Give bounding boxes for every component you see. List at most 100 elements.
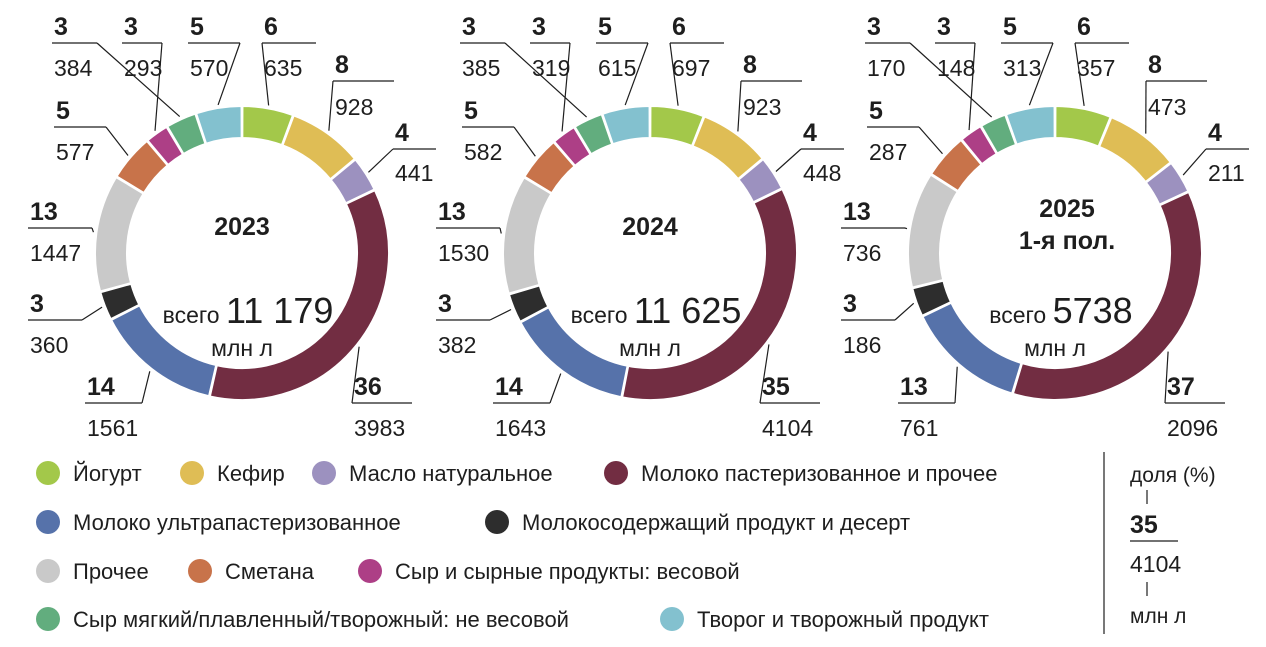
legend-label: Йогурт <box>73 461 142 486</box>
leader-line <box>351 346 360 404</box>
slice-value: 385 <box>462 55 500 81</box>
slice-share: 3 <box>937 13 951 41</box>
leader-line <box>918 126 943 155</box>
total-value: 11 625 <box>634 290 741 331</box>
legend-label: Творог и творожный продукт <box>697 607 989 632</box>
legend-item-milk-uht: Молоко ультрапастеризованное <box>36 510 401 535</box>
legend-label: Молоко ультрапастеризованное <box>73 510 401 535</box>
slice-value: 4104 <box>762 415 813 441</box>
slice-label: 13 1447 <box>28 198 95 266</box>
donut-segment-cottage <box>601 104 651 146</box>
slice-label: 6 635 <box>261 13 316 106</box>
leader-line <box>154 42 163 131</box>
leader-line <box>1182 148 1207 176</box>
slice-value: 2096 <box>1167 415 1218 441</box>
slice-label: 3 382 <box>436 290 512 358</box>
legend-item-dessert: Молокосодержащий продукт и десерт <box>485 510 910 535</box>
slice-value: 923 <box>743 94 781 120</box>
slice-label: 8 928 <box>328 51 394 131</box>
leader-line <box>561 42 571 132</box>
slice-share: 6 <box>672 13 686 41</box>
slice-label: 13 761 <box>898 366 958 441</box>
slice-label: 35 4104 <box>759 344 820 441</box>
legend-item-cottage: Творог и творожный продукт <box>660 607 989 632</box>
slice-share: 5 <box>598 13 612 41</box>
total-prefix: всего <box>571 302 634 328</box>
legend-swatch <box>485 510 509 534</box>
legend-label: Молокосодержащий продукт и десерт <box>522 510 910 535</box>
total-value: 5738 <box>1053 290 1133 331</box>
chart-title: 2025 <box>1039 195 1095 223</box>
key-value-example: 4104 <box>1130 551 1181 577</box>
leader-line <box>328 80 334 131</box>
donut-segment-milk-past <box>208 188 390 401</box>
donut-chart-2024: 2024 всего 11 625 млн л 3 385 3 319 5 615 6 697 8 92… <box>436 13 844 441</box>
slice-value: 582 <box>464 139 502 165</box>
donut-chart-2023: 2023 всего 11 179 млн л 3 384 3 293 5 570 6 635 8 92… <box>28 13 436 441</box>
slice-label: 6 697 <box>669 13 724 106</box>
slice-share: 5 <box>190 13 204 41</box>
legend-item-sour-cream: Сметана <box>188 559 315 584</box>
slice-value: 736 <box>843 240 881 266</box>
slice-label: 3 170 <box>865 13 993 118</box>
slice-label: 3 384 <box>52 13 181 117</box>
slice-value: 357 <box>1077 55 1115 81</box>
leader-line <box>217 42 241 106</box>
leader-line <box>954 366 958 404</box>
leader-line <box>549 373 562 404</box>
key-share-label: доля (%) <box>1130 464 1216 487</box>
slice-value: 3983 <box>354 415 405 441</box>
legend-label: Сметана <box>225 559 315 584</box>
total-unit: млн л <box>211 335 273 361</box>
leader-line <box>81 306 103 321</box>
slice-share: 4 <box>1208 119 1222 147</box>
slice-label: 13 1530 <box>436 198 502 266</box>
slice-label: 5 577 <box>54 97 129 165</box>
slice-value: 928 <box>335 94 373 120</box>
slice-share: 3 <box>30 290 44 318</box>
slice-share: 5 <box>464 97 478 125</box>
slice-label: 5 570 <box>188 13 241 106</box>
slice-share: 8 <box>743 51 757 79</box>
total-value: 11 179 <box>226 290 333 331</box>
slice-value: 360 <box>30 332 68 358</box>
slice-label: 5 615 <box>596 13 649 106</box>
legend-swatch <box>36 559 60 583</box>
chart-total: всего 11 625 <box>571 290 742 331</box>
donut-segment-cottage <box>194 104 243 146</box>
slice-share: 13 <box>30 198 58 226</box>
donut-segment-other <box>94 175 145 293</box>
legend-item-kefir: Кефир <box>180 461 285 486</box>
slice-value: 319 <box>532 55 570 81</box>
slice-share: 3 <box>124 13 138 41</box>
slice-share: 3 <box>843 290 857 318</box>
legend-swatch <box>604 461 628 485</box>
slice-share: 8 <box>335 51 349 79</box>
leader-line <box>669 42 679 106</box>
slice-label: 3 293 <box>122 13 163 131</box>
total-prefix: всего <box>989 302 1052 328</box>
leader-line <box>91 227 95 233</box>
slice-share: 3 <box>867 13 881 41</box>
slice-share: 4 <box>395 119 409 147</box>
leader-line <box>141 371 151 404</box>
slice-value: 211 <box>1208 160 1245 186</box>
slice-value: 448 <box>803 160 841 186</box>
slice-label: 3 319 <box>530 13 571 132</box>
slice-share: 5 <box>1003 13 1017 41</box>
slice-value: 148 <box>937 55 975 81</box>
slice-label: 3 148 <box>935 13 976 131</box>
leader-line <box>513 126 536 157</box>
slice-share: 4 <box>803 119 817 147</box>
donut-segment-other <box>907 173 960 289</box>
leader-line <box>909 42 993 118</box>
slice-value: 615 <box>598 55 636 81</box>
leader-line <box>624 42 649 106</box>
slice-value: 697 <box>672 55 710 81</box>
leader-line <box>1164 351 1169 404</box>
slice-value: 577 <box>56 139 94 165</box>
key-unit: млн л <box>1130 605 1186 628</box>
slice-share: 3 <box>532 13 546 41</box>
slice-share: 35 <box>762 373 790 401</box>
